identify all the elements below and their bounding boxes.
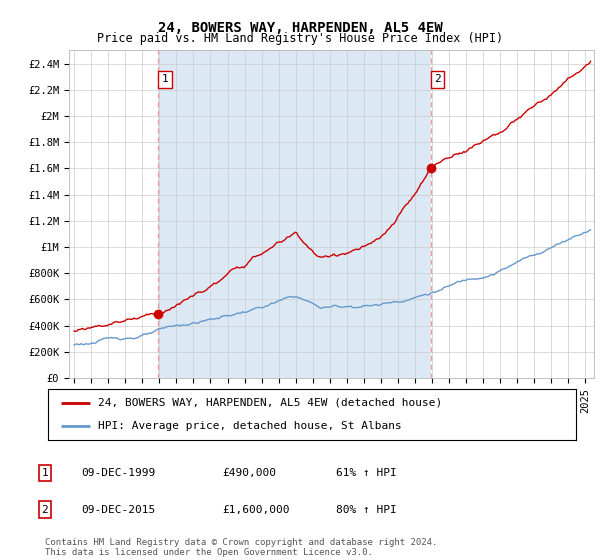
Text: 2: 2 xyxy=(41,505,49,515)
Text: Price paid vs. HM Land Registry's House Price Index (HPI): Price paid vs. HM Land Registry's House … xyxy=(97,32,503,45)
Bar xyxy=(158,50,431,378)
Text: 24, BOWERS WAY, HARPENDEN, AL5 4EW: 24, BOWERS WAY, HARPENDEN, AL5 4EW xyxy=(158,21,442,35)
Text: Contains HM Land Registry data © Crown copyright and database right 2024.
This d: Contains HM Land Registry data © Crown c… xyxy=(45,538,437,557)
Text: 1: 1 xyxy=(161,74,168,84)
Text: 1: 1 xyxy=(41,468,49,478)
Text: 09-DEC-1999: 09-DEC-1999 xyxy=(81,468,155,478)
Text: HPI: Average price, detached house, St Albans: HPI: Average price, detached house, St A… xyxy=(98,421,402,431)
Text: 09-DEC-2015: 09-DEC-2015 xyxy=(81,505,155,515)
Text: 24, BOWERS WAY, HARPENDEN, AL5 4EW (detached house): 24, BOWERS WAY, HARPENDEN, AL5 4EW (deta… xyxy=(98,398,442,408)
Text: 80% ↑ HPI: 80% ↑ HPI xyxy=(336,505,397,515)
Text: 61% ↑ HPI: 61% ↑ HPI xyxy=(336,468,397,478)
Text: £490,000: £490,000 xyxy=(222,468,276,478)
Text: £1,600,000: £1,600,000 xyxy=(222,505,290,515)
Text: 2: 2 xyxy=(434,74,441,84)
